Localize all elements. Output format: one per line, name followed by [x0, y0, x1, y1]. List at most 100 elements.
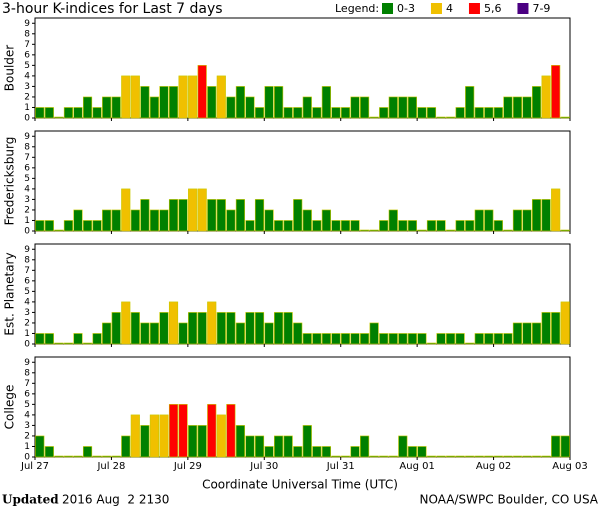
x-tick-label: Jul 30: [249, 461, 278, 472]
bar: [493, 455, 503, 458]
bar: [560, 229, 570, 232]
y-tick-label: 3: [24, 195, 30, 205]
bar: [436, 333, 446, 345]
y-tick-label: 2: [24, 205, 30, 215]
bar: [407, 446, 417, 458]
legend-swatch: [517, 3, 529, 14]
bar: [130, 414, 140, 458]
bar: [531, 455, 542, 458]
bar: [121, 188, 131, 232]
bar: [369, 116, 379, 119]
bar: [92, 220, 102, 232]
y-tick-label: 4: [24, 297, 30, 307]
bar: [360, 96, 370, 119]
bar: [82, 96, 93, 119]
bar: [455, 455, 465, 458]
bar: [226, 209, 236, 232]
bar: [398, 220, 408, 232]
bar: [82, 342, 93, 345]
bar: [207, 404, 217, 458]
bar: [216, 414, 226, 458]
bar: [188, 75, 198, 119]
bar: [245, 312, 255, 345]
bar: [293, 446, 303, 458]
y-tick-label: 9: [24, 19, 30, 29]
bar: [168, 301, 179, 345]
bar: [503, 333, 513, 345]
bar: [541, 455, 551, 458]
bar: [321, 333, 331, 345]
bar: [207, 86, 217, 119]
bar: [426, 107, 437, 119]
bar: [474, 455, 484, 458]
bar: [73, 455, 83, 458]
bar: [474, 333, 484, 345]
bar: [493, 333, 503, 345]
bar: [254, 199, 265, 232]
bar: [149, 414, 159, 458]
bar: [331, 220, 341, 232]
bar: [388, 96, 398, 119]
bar: [340, 333, 351, 345]
bar: [102, 209, 112, 232]
bar: [522, 209, 532, 232]
bar: [369, 455, 379, 458]
bar: [551, 435, 561, 458]
bar: [54, 455, 64, 458]
bar: [149, 322, 159, 345]
bar: [264, 446, 274, 458]
bar: [188, 188, 198, 232]
y-tick-label: 7: [24, 40, 30, 50]
bar: [484, 107, 494, 119]
bar: [121, 301, 131, 345]
bar: [531, 86, 542, 119]
bar: [168, 199, 179, 232]
bar: [159, 312, 169, 345]
bar: [512, 455, 523, 458]
bar: [178, 322, 188, 345]
bar: [503, 229, 513, 232]
bar: [321, 446, 331, 458]
bar: [388, 209, 398, 232]
bar: [149, 209, 159, 232]
bar: [455, 107, 465, 119]
y-tick-label: 3: [24, 308, 30, 318]
bar: [551, 188, 561, 232]
bar: [216, 312, 226, 345]
bar: [92, 333, 102, 345]
x-tick-label: Jul 27: [20, 461, 49, 472]
x-tick-label: Aug 03: [552, 461, 587, 472]
bar: [541, 75, 551, 119]
bar: [560, 435, 570, 458]
y-tick-label: 5: [24, 287, 30, 297]
bar: [360, 435, 370, 458]
bar: [331, 333, 341, 345]
bar: [245, 220, 255, 232]
y-tick-label: 4: [24, 184, 30, 194]
bar: [407, 96, 417, 119]
y-tick-label: 0: [24, 453, 30, 463]
bar: [73, 209, 83, 232]
bar: [274, 312, 284, 345]
bar: [417, 229, 427, 232]
y-tick-label: 0: [24, 340, 30, 350]
bar: [465, 86, 475, 119]
bar: [560, 301, 570, 345]
bar: [283, 435, 293, 458]
bar: [82, 220, 93, 232]
bar: [73, 333, 83, 345]
bar: [541, 312, 551, 345]
bar: [226, 404, 236, 458]
bar: [207, 301, 217, 345]
bar: [283, 220, 293, 232]
bar: [436, 116, 446, 119]
bar: [35, 333, 45, 345]
bar: [522, 322, 532, 345]
bar: [44, 107, 54, 119]
bar: [140, 322, 150, 345]
y-tick-label: 3: [24, 82, 30, 92]
x-tick-label: Jul 28: [96, 461, 125, 472]
bar: [465, 220, 475, 232]
bar: [226, 312, 236, 345]
bar: [274, 86, 284, 119]
